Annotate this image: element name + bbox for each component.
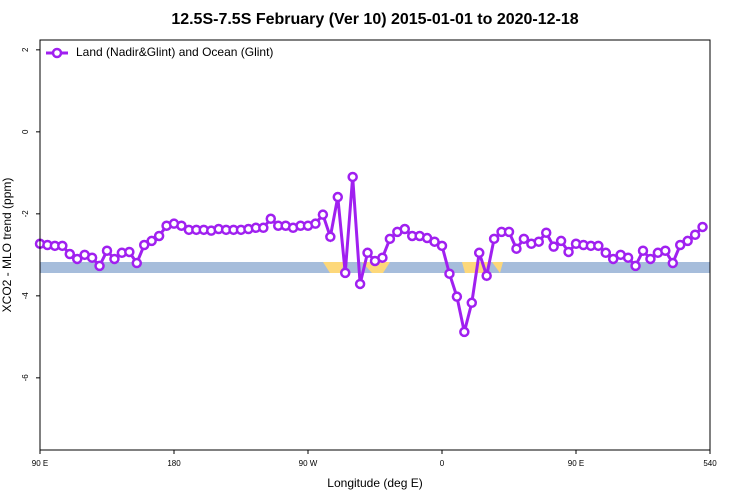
x-axis-label: Longitude (deg E) — [327, 476, 422, 490]
data-point — [399, 223, 411, 235]
data-point — [540, 227, 552, 238]
data-point — [258, 222, 269, 234]
plot-area — [34, 171, 708, 338]
data-point — [265, 213, 277, 225]
data-point — [94, 260, 105, 272]
data-point — [64, 248, 76, 260]
data-point — [667, 257, 679, 269]
data-point — [444, 268, 455, 279]
data-point — [645, 253, 656, 265]
data-point — [332, 191, 344, 203]
data-point — [518, 233, 530, 245]
data-point — [138, 239, 150, 251]
data-point — [354, 278, 366, 290]
data-point — [109, 253, 120, 265]
data-point — [674, 239, 686, 251]
data-point — [563, 246, 574, 258]
data-point — [600, 247, 612, 259]
legend-label: Land (Nadir&Glint) and Ocean (Glint) — [76, 45, 273, 59]
data-point — [697, 221, 708, 233]
y-tick-label: 2 — [21, 47, 30, 52]
x-tick-label: 90 E — [568, 459, 584, 468]
data-point — [317, 209, 329, 220]
data-point — [362, 247, 373, 259]
y-tick-label: -4 — [21, 292, 30, 300]
data-point — [124, 246, 135, 258]
data-point — [86, 252, 98, 263]
data-point — [689, 229, 701, 240]
data-point — [555, 235, 567, 247]
data-point — [473, 247, 485, 259]
data-point — [511, 243, 522, 254]
data-point — [146, 235, 157, 247]
data-point — [131, 257, 143, 269]
data-point — [548, 241, 559, 252]
data-point — [176, 220, 187, 231]
land-patch — [323, 262, 503, 273]
y-axis-label: XCO2 - MLO trend (ppm) — [0, 178, 14, 313]
data-point — [339, 267, 351, 279]
y-tick-label: -2 — [21, 210, 30, 218]
data-point — [325, 231, 336, 243]
data-point — [153, 230, 165, 242]
x-tick-label: 90 E — [32, 459, 48, 468]
data-point — [607, 253, 619, 265]
x-tick-label: 180 — [167, 459, 181, 468]
data-point — [71, 253, 83, 265]
data-point — [660, 245, 671, 256]
data-point — [481, 270, 492, 281]
data-point — [488, 233, 500, 245]
data-point — [630, 260, 641, 272]
data-point — [593, 240, 604, 252]
data-point — [377, 252, 388, 263]
legend-marker — [51, 47, 63, 59]
data-point — [384, 233, 396, 245]
y-tick-label: 0 — [21, 129, 30, 134]
data-point — [637, 245, 649, 256]
data-point — [310, 218, 321, 229]
data-point — [451, 291, 463, 302]
data-point — [533, 236, 545, 247]
data-point — [503, 226, 515, 238]
y-tick-label: -6 — [21, 374, 30, 382]
data-point — [347, 171, 358, 183]
data-point — [466, 297, 478, 309]
data-point — [459, 326, 470, 338]
data-point — [429, 236, 440, 247]
plot-frame — [39, 39, 711, 451]
data-point — [622, 252, 634, 263]
x-tick-label: 540 — [703, 459, 717, 468]
chart-title: 12.5S-7.5S February (Ver 10) 2015-01-01 … — [171, 11, 578, 28]
data-point — [57, 240, 68, 252]
data-point — [682, 235, 693, 247]
x-tick-label: 90 W — [299, 459, 318, 468]
data-point — [436, 240, 448, 252]
data-point — [101, 245, 113, 256]
x-tick-label: 0 — [440, 459, 445, 468]
